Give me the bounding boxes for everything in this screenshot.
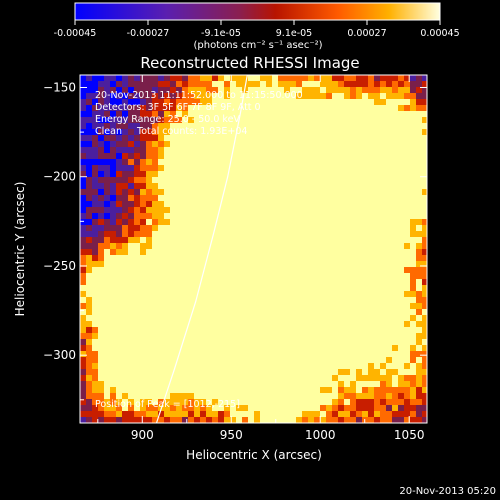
annotation-clean-counts: Clean Total counts: 1.93E+04 xyxy=(95,126,247,137)
x-tick-label: 1050 xyxy=(394,428,425,442)
colorbar: -0.00045 -0.00027 -9.1e-05 9.1e-05 0.00027 0.… xyxy=(54,2,460,51)
chart-title: Reconstructed RHESSI Image xyxy=(140,54,359,72)
solar-limb-line xyxy=(155,75,248,423)
x-tick-label: 900 xyxy=(131,428,154,442)
colorbar-gradient xyxy=(74,2,441,21)
footer-timestamp: 20-Nov-2013 05:20 xyxy=(399,486,496,497)
colorbar-tick-label: -9.1e-05 xyxy=(201,28,241,39)
colorbar-tick-label: 9.1e-05 xyxy=(276,28,312,39)
info-annotations: 20-Nov-2013 11:11:52.000 to 11:15:50.000… xyxy=(95,90,303,137)
peak-position-label: Position of Peak = [1012,-215] xyxy=(95,399,240,410)
y-axis-label: Heliocentric Y (arcsec) xyxy=(13,182,27,317)
colorbar-tick-label: -0.00027 xyxy=(127,28,170,39)
y-tick-label: −200 xyxy=(43,170,76,184)
plot-frame xyxy=(79,74,428,424)
heatmap-image xyxy=(80,75,427,423)
plot-area: 900 950 1000 1050 −150 −200 −250 −300 20-Nov-20… xyxy=(43,74,428,442)
colorbar-tick-label: 0.00045 xyxy=(420,28,459,39)
x-tick-label: 1000 xyxy=(305,428,336,442)
colorbar-tick-label: 0.00027 xyxy=(347,28,386,39)
annotation-detectors: Detectors: 3F 5F 6F 7F 8F 9F, Att 0 xyxy=(95,102,261,113)
axis-ticks: 900 950 1000 1050 −150 −200 −250 −300 xyxy=(43,75,427,442)
colorbar-ticks: -0.00045 -0.00027 -9.1e-05 9.1e-05 0.00027 0.… xyxy=(54,20,460,39)
y-tick-label: −250 xyxy=(43,259,76,273)
annotation-time-range: 20-Nov-2013 11:11:52.000 to 11:15:50.000 xyxy=(95,90,303,101)
y-tick-label: −150 xyxy=(43,80,76,94)
colorbar-tick-label: -0.00045 xyxy=(54,28,97,39)
y-tick-label: −300 xyxy=(43,348,76,362)
annotation-energy-range: Energy Range: 25.0 - 50.0 keV xyxy=(95,114,240,125)
x-tick-label: 950 xyxy=(220,428,243,442)
x-axis-label: Heliocentric X (arcsec) xyxy=(186,448,322,462)
colorbar-unit-label: (photons cm⁻² s⁻¹ asec⁻²) xyxy=(193,40,322,51)
